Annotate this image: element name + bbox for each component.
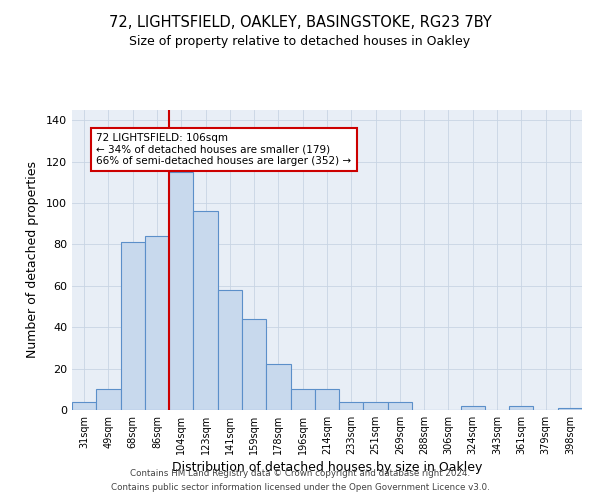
Bar xyxy=(339,402,364,410)
Bar xyxy=(218,290,242,410)
Text: Contains public sector information licensed under the Open Government Licence v3: Contains public sector information licen… xyxy=(110,484,490,492)
Bar xyxy=(364,402,388,410)
Text: 72, LIGHTSFIELD, OAKLEY, BASINGSTOKE, RG23 7BY: 72, LIGHTSFIELD, OAKLEY, BASINGSTOKE, RG… xyxy=(109,15,491,30)
Bar xyxy=(193,212,218,410)
Text: 72 LIGHTSFIELD: 106sqm
← 34% of detached houses are smaller (179)
66% of semi-de: 72 LIGHTSFIELD: 106sqm ← 34% of detached… xyxy=(96,133,352,166)
Bar xyxy=(388,402,412,410)
Bar xyxy=(558,408,582,410)
Bar xyxy=(169,172,193,410)
Text: Size of property relative to detached houses in Oakley: Size of property relative to detached ho… xyxy=(130,35,470,48)
Bar xyxy=(96,390,121,410)
Bar xyxy=(145,236,169,410)
Bar xyxy=(290,390,315,410)
X-axis label: Distribution of detached houses by size in Oakley: Distribution of detached houses by size … xyxy=(172,461,482,474)
Bar xyxy=(266,364,290,410)
Bar xyxy=(72,402,96,410)
Bar xyxy=(121,242,145,410)
Bar xyxy=(315,390,339,410)
Bar xyxy=(242,319,266,410)
Text: Contains HM Land Registry data © Crown copyright and database right 2024.: Contains HM Land Registry data © Crown c… xyxy=(130,468,470,477)
Bar xyxy=(509,406,533,410)
Bar xyxy=(461,406,485,410)
Y-axis label: Number of detached properties: Number of detached properties xyxy=(26,162,39,358)
